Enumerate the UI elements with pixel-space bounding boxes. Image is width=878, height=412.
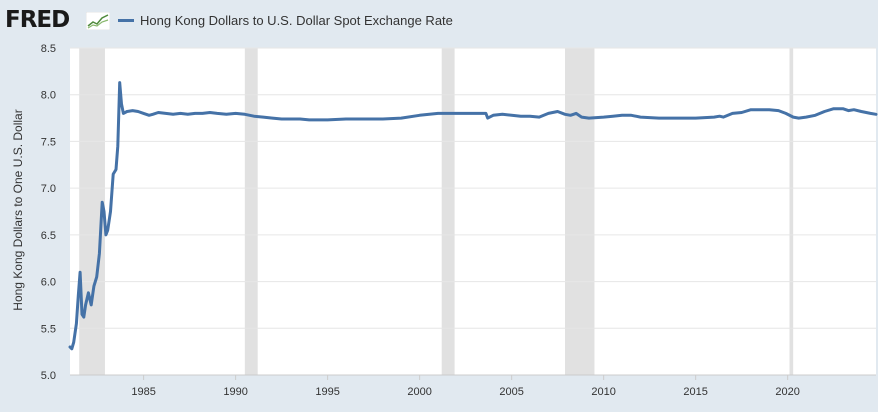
x-tick-label: 2015 [683,386,707,398]
series-line[interactable] [68,81,878,351]
chart-header: FRED Hong Kong Dollars to U.S. Dollar Sp… [0,0,878,46]
x-tick-label: 1985 [131,386,155,398]
recession-band [565,48,595,375]
chart-legend[interactable]: Hong Kong Dollars to U.S. Dollar Spot Ex… [118,13,453,28]
y-tick-label: 5.0 [41,370,56,382]
x-tick-label: 2020 [775,386,799,398]
y-tick-label: 7.5 [41,136,56,148]
legend-swatch [118,19,134,22]
y-axis-title: Hong Kong Dollars to One U.S. Dollar [11,109,25,310]
recession-band [441,48,455,375]
x-tick-label: 2010 [591,386,615,398]
y-tick-label: 6.5 [41,230,56,242]
recession-band [789,48,794,375]
y-tick-label: 7.0 [41,183,56,195]
y-axis-ticks: 5.0 5.5 6.0 6.5 7.0 7.5 8.0 8.5 [41,43,56,382]
x-axis-ticks: 1985 1990 1995 2000 2005 2010 2015 2020 [70,374,876,398]
y-tick-label: 5.5 [41,323,56,335]
recession-band [244,48,258,375]
y-tick-label: 6.0 [41,277,56,289]
x-tick-label: 2005 [499,386,523,398]
x-tick-label: 2000 [407,386,431,398]
legend-label: Hong Kong Dollars to U.S. Dollar Spot Ex… [140,13,453,28]
x-tick-label: 1995 [315,386,339,398]
series-layer[interactable] [68,81,878,351]
plot-background [70,48,876,375]
y-tick-label: 8.0 [41,90,56,102]
x-tick-label: 1990 [223,386,247,398]
fred-logo[interactable]: FRED [5,7,70,33]
plot-area [70,48,876,375]
fred-logo-graph-icon [86,12,110,30]
y-tick-label: 8.5 [41,43,56,55]
